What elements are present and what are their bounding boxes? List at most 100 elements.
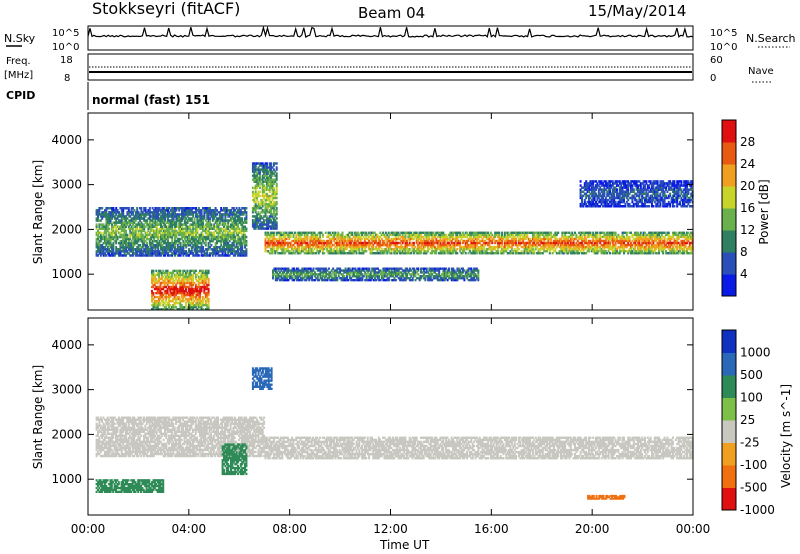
power-echo-cell <box>156 281 159 285</box>
power-echo-cell <box>487 241 490 245</box>
power-echo-cell <box>624 250 627 253</box>
power-echo-cell <box>326 235 329 239</box>
power-echo-cell <box>133 235 136 239</box>
power-echo-cell <box>679 231 681 234</box>
power-echo-cell <box>197 291 200 295</box>
power-echo-cell <box>386 243 389 247</box>
power-echo-cell <box>147 209 150 212</box>
power-echo-cell <box>105 254 108 257</box>
power-echo-cell <box>574 237 576 241</box>
power-echo-cell <box>194 275 197 279</box>
power-echo-cell <box>221 246 224 249</box>
power-echo-cell <box>98 225 101 228</box>
power-echo-cell <box>207 246 210 249</box>
power-echo-cell <box>530 243 533 247</box>
power-echo-cell <box>129 233 132 237</box>
power-echo-cell <box>335 250 338 253</box>
power-echo-cell <box>151 279 153 283</box>
power-echo-cell <box>281 247 284 251</box>
power-echo-cell <box>133 221 136 224</box>
power-echo-cell <box>687 235 690 239</box>
power-echo-cell <box>130 227 133 230</box>
power-echo-cell <box>293 247 296 251</box>
power-echo-cell <box>317 252 320 255</box>
power-echo-cell <box>338 237 341 241</box>
power-echo-cell <box>593 241 596 245</box>
power-echo-cell <box>224 215 227 218</box>
power-echo-cell <box>425 250 428 253</box>
power-echo-cell <box>544 235 547 239</box>
power-echo-cell <box>445 235 448 239</box>
power-echo-cell <box>165 297 168 301</box>
power-echo-cell <box>182 297 185 301</box>
power-echo-cell <box>178 231 181 235</box>
power-echo-cell <box>372 239 375 243</box>
power-echo-cell <box>505 247 508 251</box>
power-echo-cell <box>609 245 611 249</box>
power-echo-cell <box>245 219 248 222</box>
power-echo-cell <box>95 217 98 220</box>
power-echo-cell <box>345 252 348 255</box>
power-echo-cell <box>680 245 683 249</box>
power-echo-cell <box>175 229 178 233</box>
power-echo-cell <box>492 245 495 249</box>
power-echo-cell <box>370 250 373 253</box>
power-echo-cell <box>214 248 217 251</box>
power-echo-cell <box>197 285 200 289</box>
power-echo-cell <box>464 231 467 234</box>
power-echo-cell <box>207 241 210 245</box>
power-echo-cell <box>328 250 331 253</box>
power-echo-cell <box>118 250 120 253</box>
power-echo-cell <box>194 297 197 301</box>
power-echo-cell <box>300 245 303 249</box>
power-echo-cell <box>99 252 102 255</box>
power-echo-cell <box>351 237 354 241</box>
power-echo-cell <box>171 219 174 222</box>
power-echo-cell <box>165 248 168 251</box>
power-echo-cell <box>606 235 609 239</box>
power-echo-cell <box>649 252 652 255</box>
power-echo-cell <box>210 235 213 239</box>
power-echo-cell <box>132 237 134 241</box>
power-echo-cell <box>223 221 225 224</box>
power-echo-cell <box>380 250 383 253</box>
power-echo-cell <box>234 250 237 253</box>
power-echo-cell <box>557 241 560 245</box>
power-echo-cell <box>153 283 156 287</box>
power-echo-cell <box>466 245 469 249</box>
power-echo-cell <box>340 243 343 247</box>
power-echo-cell <box>164 248 167 251</box>
power-echo-cell <box>393 233 396 237</box>
power-echo-cell <box>200 221 203 224</box>
power-echo-cell <box>207 207 210 210</box>
power-echo-cell <box>197 293 200 297</box>
power-echo-cell <box>644 237 646 241</box>
power-echo-cell <box>588 239 590 243</box>
power-echo-cell <box>540 252 543 255</box>
power-echo-cell <box>358 252 361 255</box>
power-echo-cell <box>501 241 504 245</box>
power-echo-cell <box>150 237 153 241</box>
power-echo-cell <box>345 245 348 249</box>
power-echo-cell <box>166 281 169 285</box>
power-echo-cell <box>475 250 478 253</box>
power-echo-cell <box>540 233 543 237</box>
power-echo-cell <box>415 233 418 237</box>
power-echo-cell <box>426 247 429 251</box>
power-echo-cell <box>277 247 280 251</box>
power-echo-cell <box>199 211 202 214</box>
power-echo-cell <box>126 237 129 241</box>
power-echo-cell <box>440 245 443 249</box>
power-echo-cell <box>197 283 200 287</box>
power-echo-cell <box>571 243 574 247</box>
power-echo-cell <box>218 235 221 239</box>
power-echo-cell <box>133 215 136 218</box>
power-echo-cell <box>244 254 246 257</box>
power-echo-cell <box>210 248 213 251</box>
power-echo-cell <box>453 237 456 241</box>
power-echo-cell <box>453 245 456 249</box>
power-echo-cell <box>309 243 312 247</box>
power-echo-cell <box>210 213 213 216</box>
power-echo-cell <box>213 248 216 251</box>
power-echo-cell <box>428 231 431 234</box>
